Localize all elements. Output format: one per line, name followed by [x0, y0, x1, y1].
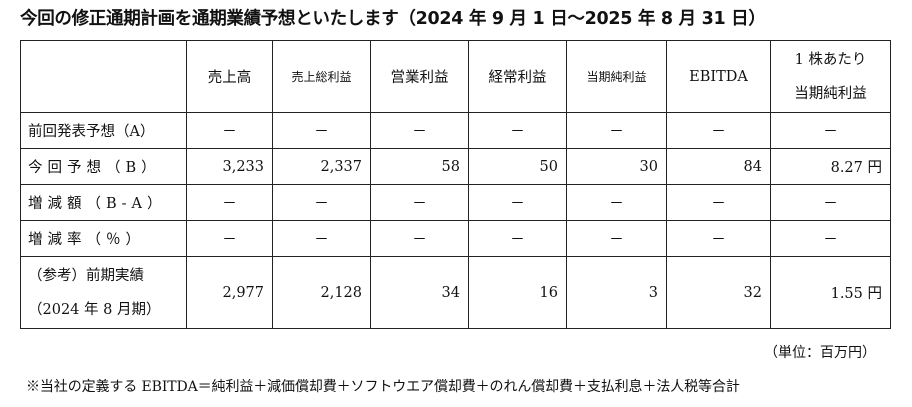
- header-ebitda: EBITDA: [666, 40, 771, 113]
- header-ordinary-profit: 経常利益: [468, 40, 567, 113]
- table-cell: －: [370, 220, 469, 257]
- table-cell: －: [770, 220, 891, 257]
- row-label: 増減額（B‐A）: [20, 184, 187, 221]
- table-cell: 2,977: [186, 256, 273, 329]
- table-cell: －: [468, 112, 567, 149]
- table-cell: －: [370, 112, 469, 149]
- table-cell: －: [566, 184, 667, 221]
- header-eps: 1 株あたり 当期純利益: [770, 40, 891, 113]
- table-header-row: 売上高 売上総利益 営業利益 経常利益 当期純利益 EBITDA 1 株あたり …: [20, 40, 891, 113]
- table-cell: －: [566, 112, 667, 149]
- table-cell: 3: [566, 256, 667, 329]
- table-row-prior-results: （参考）前期実績 （2024 年 8 月期） 2,977 2,128 34 16…: [20, 256, 891, 329]
- table-cell: 32: [666, 256, 771, 329]
- table-cell: 16: [468, 256, 567, 329]
- table-cell: 30: [566, 148, 667, 185]
- table-cell: －: [666, 112, 771, 149]
- ebitda-footnote: ※当社の定義する EBITDA＝純利益＋減価償却費＋ソフトウエア償却費＋のれん償…: [26, 379, 740, 395]
- table-cell: －: [272, 112, 371, 149]
- table-cell: －: [770, 184, 891, 221]
- forecast-table: 売上高 売上総利益 営業利益 経常利益 当期純利益 EBITDA 1 株あたり …: [20, 40, 891, 329]
- table-cell: －: [468, 220, 567, 257]
- table-cell: －: [272, 184, 371, 221]
- unit-note: （単位：百万円）: [764, 345, 876, 361]
- table-cell: －: [666, 220, 771, 257]
- row-label: 前回発表予想（A）: [20, 112, 187, 149]
- header-operating-profit: 営業利益: [370, 40, 469, 113]
- table-row-previous-forecast: 前回発表予想（A） － － － － － － －: [20, 112, 891, 149]
- page-title: 今回の修正通期計画を通期業績予想といたします（2024 年 9 月 1 日～20…: [20, 9, 766, 29]
- row-label: 今回予想（B）: [20, 148, 187, 185]
- table-cell: 34: [370, 256, 469, 329]
- table-cell: 8.27 円: [770, 148, 891, 185]
- table-cell: 1.55 円: [770, 256, 891, 329]
- table-cell: －: [566, 220, 667, 257]
- header-eps-line2: 当期純利益: [794, 85, 867, 102]
- header-net-income: 当期純利益: [566, 40, 667, 113]
- table-cell: －: [186, 112, 273, 149]
- header-corner: [20, 40, 187, 113]
- header-net-sales: 売上高: [186, 40, 273, 113]
- row-label: 増減率（％）: [20, 220, 187, 257]
- table-cell: －: [468, 184, 567, 221]
- table-cell: 3,233: [186, 148, 273, 185]
- table-cell: 58: [370, 148, 469, 185]
- header-gross-profit: 売上総利益: [272, 40, 371, 113]
- table-cell: 84: [666, 148, 771, 185]
- table-cell: －: [666, 184, 771, 221]
- table-cell: 50: [468, 148, 567, 185]
- table-row-change-amount: 増減額（B‐A） － － － － － － －: [20, 184, 891, 221]
- row-label-line2: （2024 年 8 月期）: [28, 301, 161, 318]
- table-cell: －: [370, 184, 469, 221]
- row-label-line1: （参考）前期実績: [28, 267, 144, 284]
- table-cell: －: [186, 220, 273, 257]
- table-row-change-rate: 増減率（％） － － － － － － －: [20, 220, 891, 257]
- row-label: （参考）前期実績 （2024 年 8 月期）: [20, 256, 187, 329]
- table-cell: －: [272, 220, 371, 257]
- table-cell: 2,337: [272, 148, 371, 185]
- table-cell: 2,128: [272, 256, 371, 329]
- table-cell: －: [770, 112, 891, 149]
- table-row-current-forecast: 今回予想（B） 3,233 2,337 58 50 30 84 8.27 円: [20, 148, 891, 185]
- table-cell: －: [186, 184, 273, 221]
- header-eps-line1: 1 株あたり: [794, 51, 867, 68]
